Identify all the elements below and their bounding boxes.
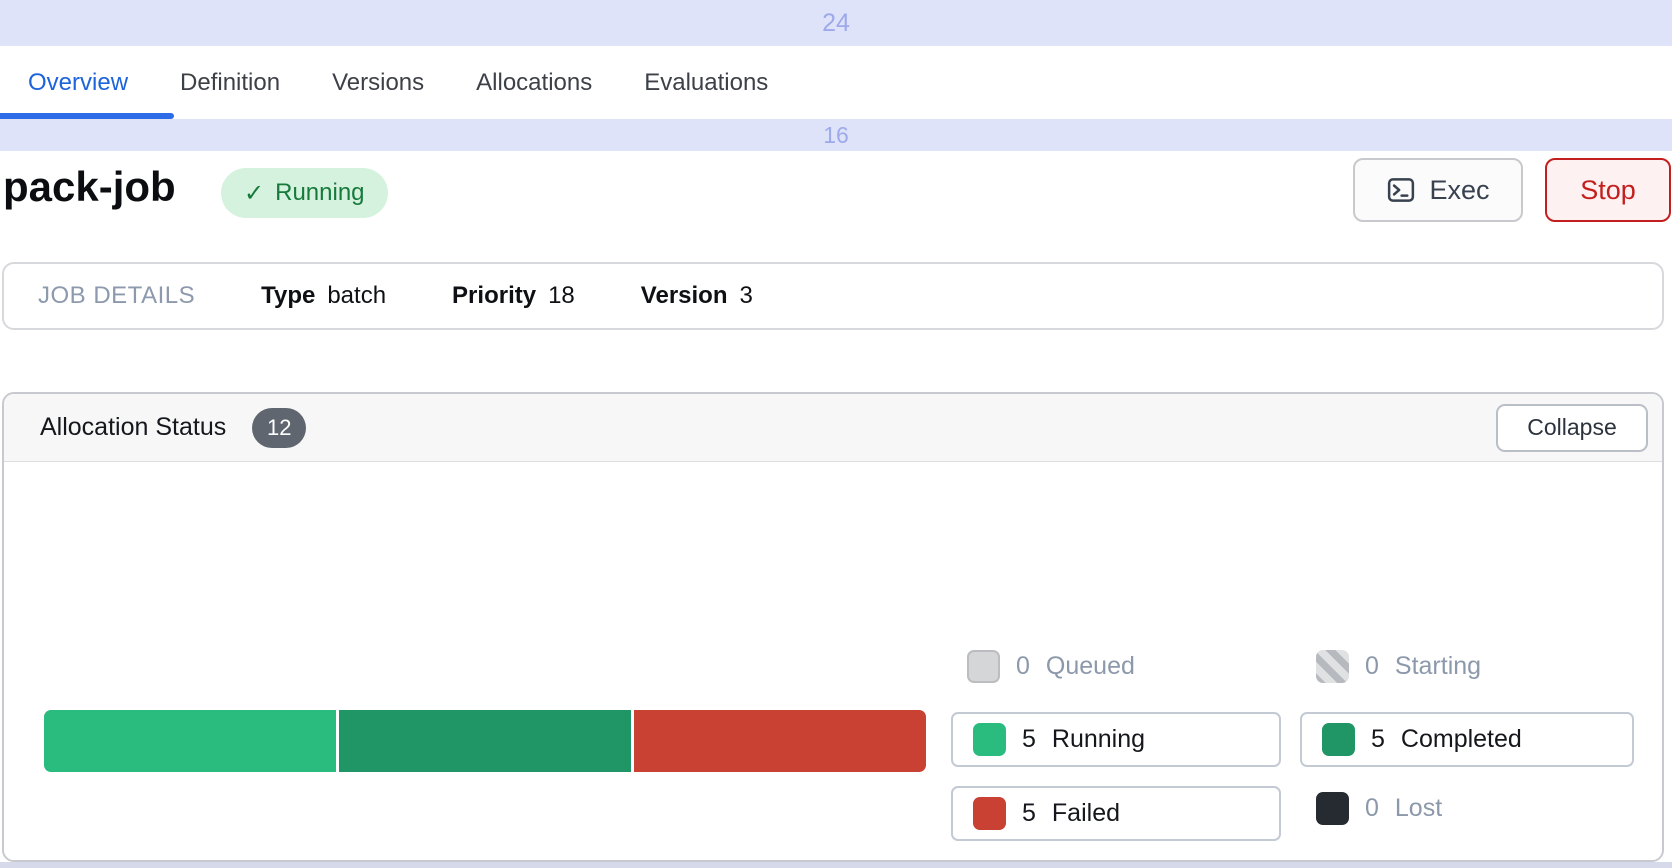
running-swatch-icon <box>973 723 1006 756</box>
legend-failed-label: Failed <box>1051 799 1120 827</box>
queued-swatch-icon <box>967 650 1000 683</box>
ruler-strip-bottom <box>0 862 1672 868</box>
job-details-bar: JOB DETAILS Type batch Priority 18 Versi… <box>2 262 1664 330</box>
legend-lost-label: Lost <box>1394 794 1443 822</box>
collapse-button-label: Collapse <box>1527 414 1617 440</box>
completed-swatch-icon <box>1322 723 1355 756</box>
bar-segment-completed[interactable] <box>339 710 631 772</box>
check-icon: ✓ <box>244 179 265 207</box>
legend-starting-value: 0 <box>1365 652 1379 680</box>
allocation-count-badge: 12 <box>252 407 307 448</box>
allocation-status-header: Allocation Status 12 Collapse <box>4 394 1662 462</box>
tab-overview[interactable]: Overview <box>28 68 129 96</box>
lost-swatch-icon <box>1316 792 1349 825</box>
tab-evaluations[interactable]: Evaluations <box>644 68 769 96</box>
tab-definition[interactable]: Definition <box>180 68 281 96</box>
job-type-label: Type <box>261 282 316 309</box>
title-row: pack-job ✓ Running Exec Stop <box>0 151 1672 262</box>
job-version-field: Version 3 <box>641 282 753 310</box>
ruler-strip-top: 24 <box>0 0 1672 46</box>
job-type-value: batch <box>327 282 387 309</box>
ruler-mid-value: 16 <box>823 121 849 148</box>
job-version-value: 3 <box>739 282 753 309</box>
exec-button[interactable]: Exec <box>1353 158 1523 222</box>
job-priority-value: 18 <box>548 282 575 309</box>
failed-swatch-icon <box>973 797 1006 830</box>
bar-segment-running[interactable] <box>44 710 336 772</box>
job-priority-label: Priority <box>452 282 537 309</box>
exec-button-label: Exec <box>1429 174 1490 205</box>
terminal-icon <box>1388 178 1415 202</box>
legend-lost-value: 0 <box>1365 794 1379 822</box>
legend-completed-label: Completed <box>1400 725 1522 753</box>
tab-versions[interactable]: Versions <box>332 68 425 96</box>
legend-item-queued: 0 Queued <box>967 650 1135 683</box>
allocation-status-title: Allocation Status <box>40 413 227 441</box>
legend-completed-value: 5 <box>1371 725 1385 753</box>
job-priority-field: Priority 18 <box>452 282 575 310</box>
active-tab-underline <box>0 113 174 119</box>
ruler-top-value: 24 <box>822 8 850 37</box>
legend-running-value: 5 <box>1022 725 1036 753</box>
legend-item-starting: 0 Starting <box>1316 650 1481 683</box>
legend-queued-value: 0 <box>1016 652 1030 680</box>
job-version-label: Version <box>640 282 728 309</box>
legend-failed-value: 5 <box>1022 799 1036 827</box>
legend-starting-label: Starting <box>1394 652 1482 680</box>
bar-segment-failed[interactable] <box>634 710 926 772</box>
collapse-button[interactable]: Collapse <box>1496 403 1648 452</box>
job-details-heading: JOB DETAILS <box>38 282 196 309</box>
page-title: pack-job <box>3 163 176 210</box>
job-tab-bar: Overview Definition Versions Allocations… <box>0 46 1672 119</box>
job-type-field: Type batch <box>261 282 386 310</box>
legend-item-failed[interactable]: 5 Failed <box>951 786 1281 841</box>
tab-allocations[interactable]: Allocations <box>476 68 593 96</box>
allocation-stacked-bar <box>44 710 926 772</box>
legend-item-lost: 0 Lost <box>1316 792 1442 825</box>
allocation-status-body: 0 Queued 0 Starting 5 Running 5 Complete… <box>4 462 1662 860</box>
legend-item-running[interactable]: 5 Running <box>951 712 1281 767</box>
ruler-strip-mid: 16 <box>0 119 1672 151</box>
status-badge: ✓ Running <box>221 168 388 218</box>
stop-button[interactable]: Stop <box>1545 158 1671 222</box>
status-badge-label: Running <box>275 179 365 206</box>
stop-button-label: Stop <box>1580 174 1636 205</box>
legend-item-completed[interactable]: 5 Completed <box>1300 712 1634 767</box>
legend-running-label: Running <box>1051 725 1146 753</box>
legend-queued-label: Queued <box>1045 652 1135 680</box>
starting-swatch-icon <box>1316 650 1349 683</box>
allocation-status-panel: Allocation Status 12 Collapse 0 Queued <box>2 392 1664 862</box>
